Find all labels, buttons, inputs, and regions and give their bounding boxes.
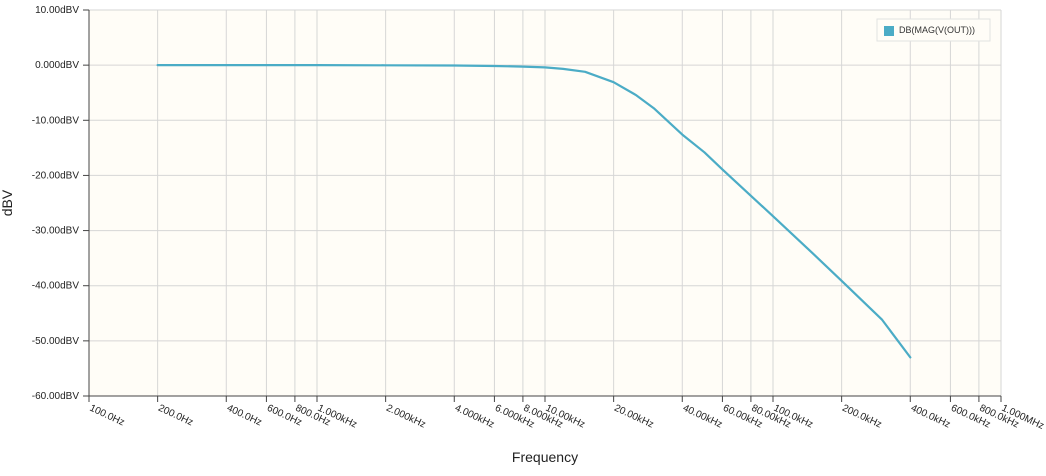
x-tick-label: 40.00kHz [681, 403, 724, 431]
legend-box [876, 18, 991, 42]
x-tick-label: 400.0kHz [909, 403, 952, 431]
legend-label: DB(MAG(V(OUT))) [899, 25, 975, 35]
y-tick-label: -10.00dBV [32, 115, 80, 126]
y-tick-labels: 10.00dBV 0.000dBV -10.00dBV -20.00dBV -30.00… [32, 5, 80, 402]
y-axis-title: dBV [0, 189, 15, 216]
x-tick-label: 400.0Hz [225, 403, 263, 429]
x-tick-label: 4.000kHz [453, 403, 496, 431]
y-tick-label: -30.00dBV [32, 226, 80, 237]
x-tick-labels: 100.0Hz 200.0Hz 400.0Hz 600.0Hz800.0Hz1.000… [88, 403, 1046, 432]
y-tick-label: -60.00dBV [32, 391, 80, 402]
y-tick-label: -40.00dBV [32, 281, 80, 292]
x-tick-label: 200.0kHz [840, 403, 883, 431]
axes [88, 10, 1001, 397]
y-tick-label: -20.00dBV [32, 170, 80, 181]
y-tick-label: -50.00dBV [32, 336, 80, 347]
y-tick-label: 0.000dBV [35, 60, 79, 71]
legend-swatch [884, 26, 894, 36]
series [156, 63, 912, 359]
y-tick-label: 10.00dBV [35, 5, 79, 16]
x-axis-title: Frequency [512, 449, 578, 465]
series-line [156, 63, 912, 359]
x-tick-label: 200.0Hz [156, 403, 194, 429]
x-tick-label: 100.0Hz [88, 403, 126, 429]
x-tick-label: 20.00kHz [612, 403, 655, 431]
x-tick-label: 2.000kHz [384, 403, 427, 431]
legend[interactable]: DB(MAG(V(OUT))) [876, 18, 991, 42]
